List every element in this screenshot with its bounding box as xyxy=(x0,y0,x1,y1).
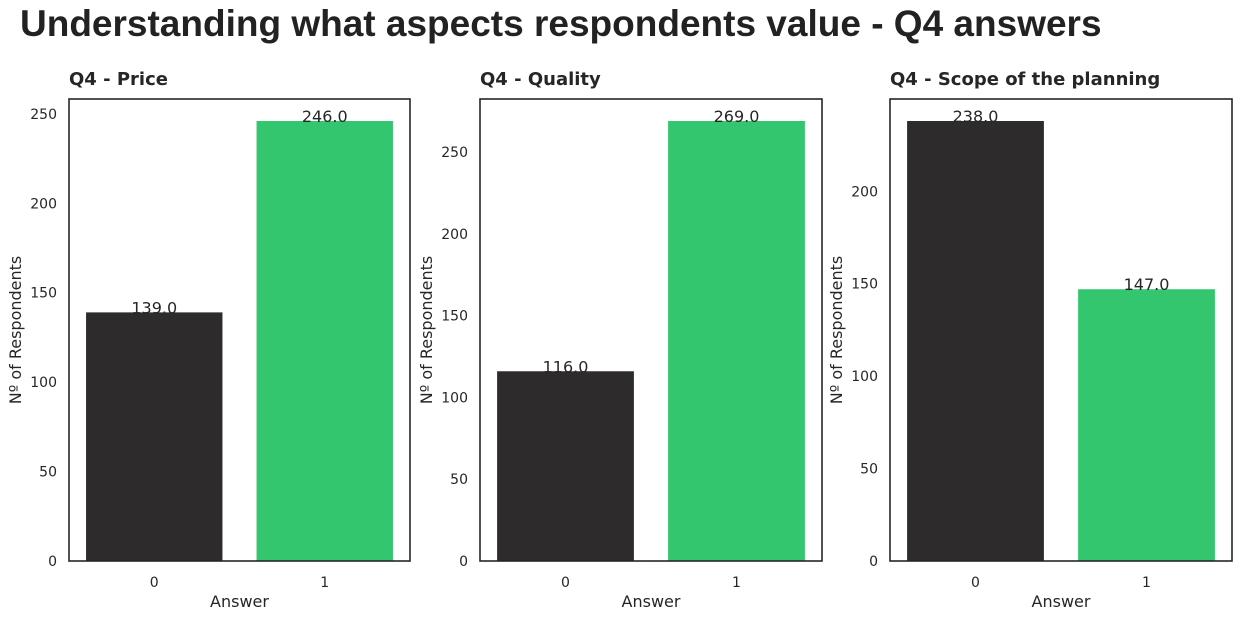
y-tick-label: 250 xyxy=(441,145,468,161)
plot-frame xyxy=(68,98,411,562)
y-tick-label: 50 xyxy=(450,472,468,488)
bar-0 xyxy=(86,312,223,561)
x-axis-label: Answer xyxy=(622,592,681,611)
y-tick-label: 50 xyxy=(39,465,57,481)
plot-frame xyxy=(479,98,823,562)
data-label: 147.0 xyxy=(1124,275,1170,294)
y-tick-label: 250 xyxy=(30,107,57,123)
y-tick-label: 100 xyxy=(30,375,57,391)
x-tick-label: 0 xyxy=(561,575,570,591)
y-tick-label: 200 xyxy=(441,227,468,243)
data-label: 238.0 xyxy=(953,107,999,126)
plot-frame xyxy=(889,98,1233,562)
x-tick-label: 1 xyxy=(320,575,329,591)
panel-title: Q4 - Price xyxy=(69,69,168,90)
bar-1 xyxy=(256,121,393,561)
y-tick-label: 50 xyxy=(860,462,878,478)
data-label: 246.0 xyxy=(302,107,348,126)
x-tick-label: 0 xyxy=(971,575,980,591)
y-axis-label: Nº of Respondents xyxy=(6,256,25,405)
y-tick-label: 100 xyxy=(441,390,468,406)
y-tick-label: 150 xyxy=(441,309,468,325)
data-label: 116.0 xyxy=(543,357,589,376)
data-label: 139.0 xyxy=(131,298,177,317)
y-tick-label: 0 xyxy=(459,554,468,570)
x-tick-label: 1 xyxy=(1142,575,1151,591)
y-tick-label: 150 xyxy=(30,286,57,302)
y-axis-label: Nº of Respondents xyxy=(417,256,436,405)
y-axis-label: Nº of Respondents xyxy=(827,256,846,405)
data-label: 269.0 xyxy=(714,107,760,126)
y-tick-label: 0 xyxy=(48,554,57,570)
bar-0 xyxy=(497,371,634,561)
x-tick-label: 1 xyxy=(732,575,741,591)
figure-title: Understanding what aspects respondents v… xyxy=(20,3,1102,44)
y-tick-label: 200 xyxy=(30,196,57,212)
y-tick-label: 0 xyxy=(869,554,878,570)
bar-1 xyxy=(1078,289,1215,561)
x-tick-label: 0 xyxy=(150,575,159,591)
x-axis-label: Answer xyxy=(1032,592,1091,611)
bar-1 xyxy=(668,121,805,561)
panel-title: Q4 - Scope of the planning xyxy=(890,69,1160,90)
bar-0 xyxy=(907,121,1044,561)
y-tick-label: 200 xyxy=(851,184,878,200)
y-tick-label: 100 xyxy=(851,369,878,385)
y-tick-label: 150 xyxy=(851,277,878,293)
panel-title: Q4 - Quality xyxy=(480,69,601,90)
x-axis-label: Answer xyxy=(210,592,269,611)
